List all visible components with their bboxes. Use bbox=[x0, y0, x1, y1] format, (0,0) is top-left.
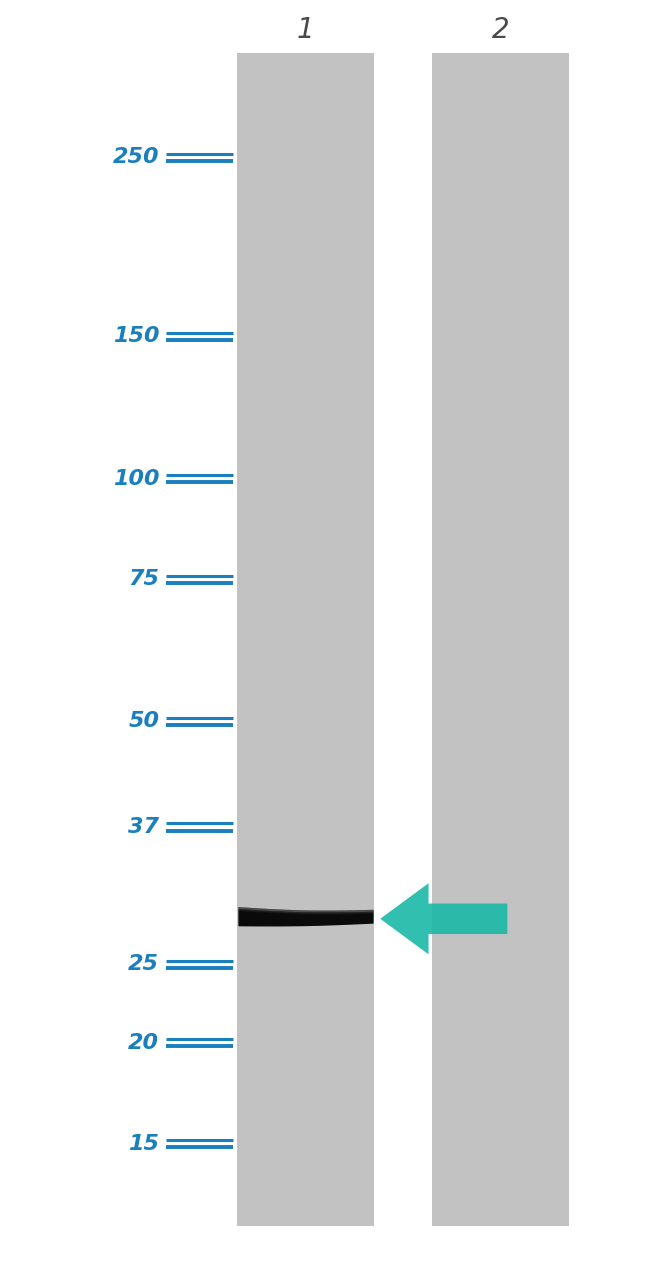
Text: 25: 25 bbox=[128, 955, 159, 974]
Text: 150: 150 bbox=[112, 326, 159, 347]
Text: 1: 1 bbox=[296, 17, 315, 44]
Text: 37: 37 bbox=[128, 817, 159, 837]
Text: 2: 2 bbox=[491, 17, 510, 44]
Text: 50: 50 bbox=[128, 711, 159, 732]
Text: 100: 100 bbox=[112, 469, 159, 489]
Text: 75: 75 bbox=[128, 569, 159, 589]
Polygon shape bbox=[380, 883, 507, 954]
Bar bbox=[432, 53, 569, 1226]
Bar bbox=[237, 53, 374, 1226]
Text: 250: 250 bbox=[112, 147, 159, 168]
Text: 15: 15 bbox=[128, 1134, 159, 1153]
Text: 20: 20 bbox=[128, 1033, 159, 1053]
